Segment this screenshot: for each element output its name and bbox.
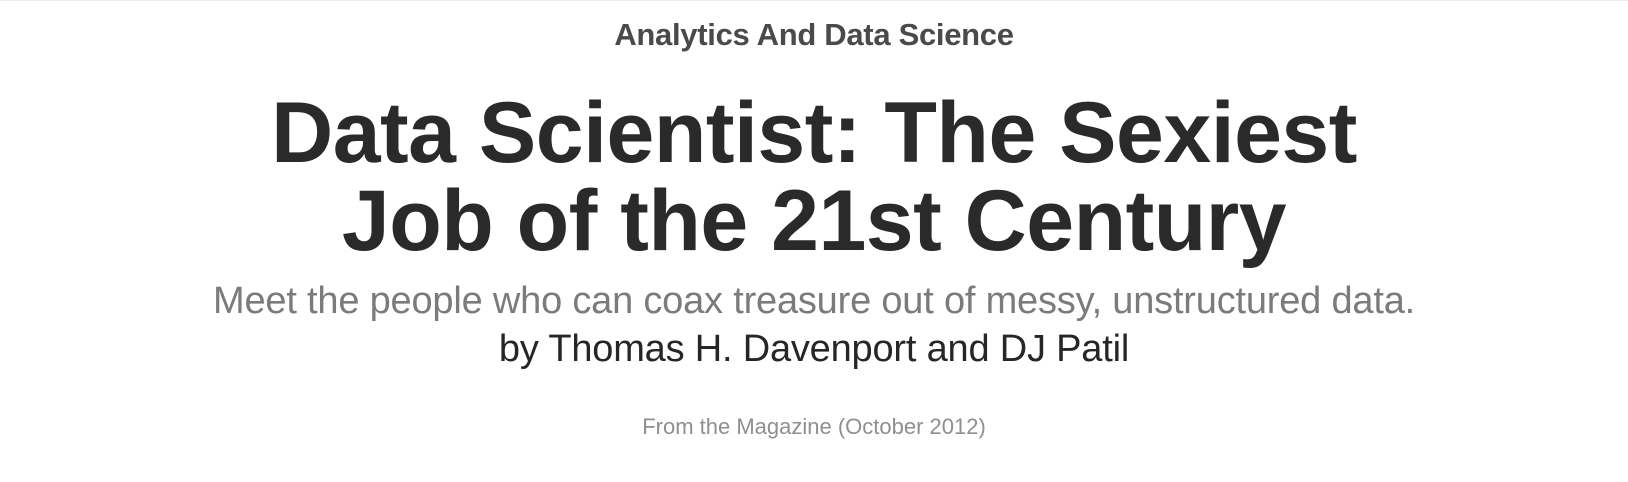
- author-separator: and: [926, 328, 990, 370]
- publication-source: From the Magazine (October 2012): [642, 414, 986, 439]
- byline: by Thomas H. Davenport and DJ Patil: [499, 328, 1129, 370]
- byline-prefix: by: [498, 328, 539, 370]
- author-link[interactable]: DJ Patil: [999, 328, 1130, 370]
- article-title: Data Scientist: The Sexiest Job of the 2…: [271, 85, 1357, 269]
- dek-text: Meet the people who can coax treasure ou…: [213, 280, 1415, 322]
- topic-link[interactable]: Analytics And Data Science: [614, 17, 1014, 52]
- article-summary: Meet the people who can coax treasure ou…: [200, 277, 1428, 373]
- author-link[interactable]: Thomas H. Davenport: [548, 328, 917, 370]
